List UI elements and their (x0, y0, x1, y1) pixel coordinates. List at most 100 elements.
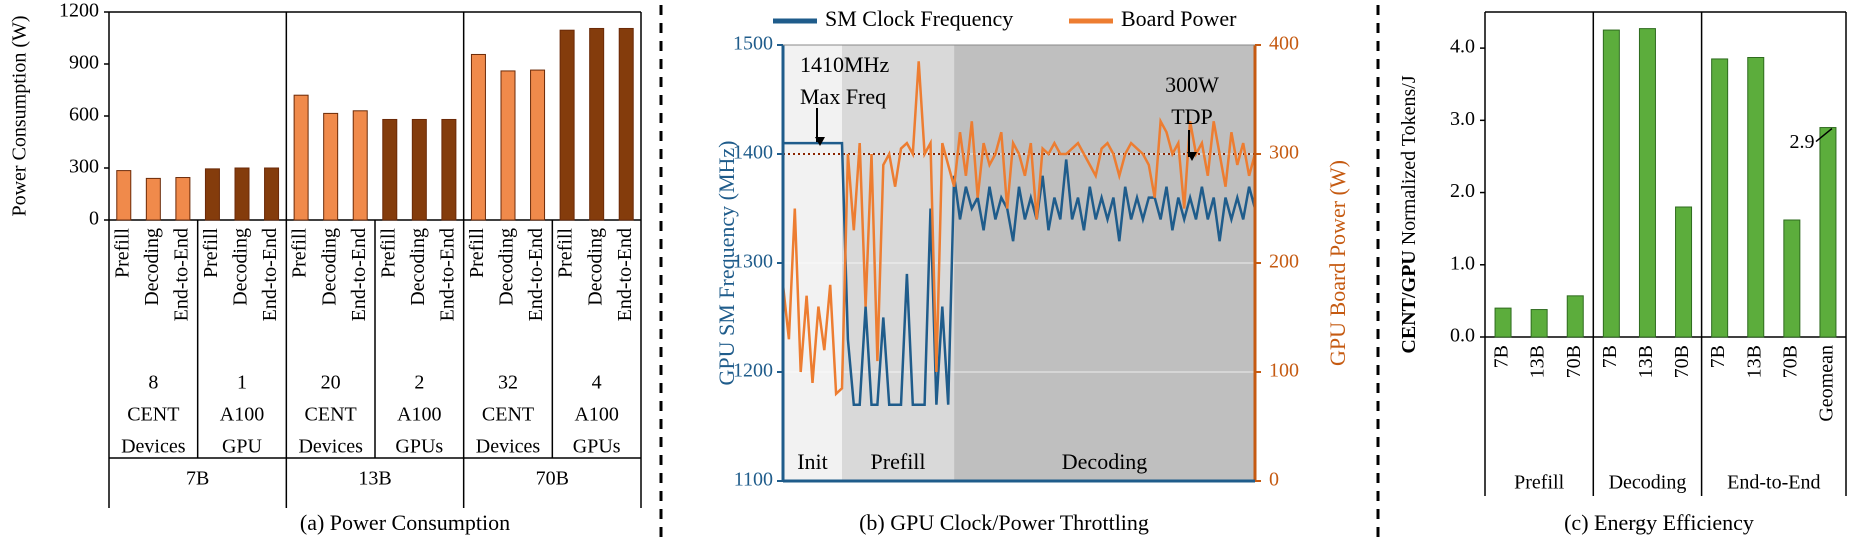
bar (234, 167, 250, 221)
x-tick-label: Prefill (289, 228, 311, 278)
y-axis-label: GPU SM Frequency (MHz) (714, 140, 739, 385)
bar (1494, 307, 1512, 338)
model-label: 70B (536, 468, 569, 490)
bar (1530, 309, 1548, 338)
group-label: A100 (220, 404, 264, 426)
series-line (781, 61, 1257, 397)
y2-tick-label: 0 (1269, 469, 1279, 491)
bar (500, 70, 516, 221)
y2-tick-label: 100 (1269, 360, 1299, 382)
group-label: GPUs (395, 436, 443, 458)
bar (352, 110, 368, 221)
y-tick-label: 600 (69, 104, 99, 126)
bar (470, 53, 486, 221)
y-tick-label: 1200 (733, 360, 773, 382)
panel-title: (a) Power Consumption (300, 510, 510, 535)
bar (530, 69, 546, 221)
x-tick-label: Decoding (584, 228, 606, 306)
x-tick-label: 13B (1527, 345, 1549, 378)
group-label: End-to-End (1727, 472, 1820, 494)
x-tick-label: Prefill (466, 228, 488, 278)
x-tick-label: End-to-End (436, 228, 458, 321)
y-tick-label: 900 (69, 52, 99, 74)
y-tick-label: 4.0 (1450, 36, 1475, 58)
y-tick-label: 1200 (59, 0, 99, 22)
y2-tick-label: 300 (1269, 142, 1299, 164)
group-label: CENT (127, 404, 179, 426)
group-label: 1 (237, 372, 247, 394)
x-tick-label: End-to-End (348, 228, 370, 321)
group-label: Devices (476, 436, 541, 458)
y-axis-label: CENT/GPU Normalized Tokens/J (1398, 75, 1420, 353)
y-tick-label: 1300 (733, 251, 773, 273)
y-tick-label: 1400 (733, 142, 773, 164)
bar (1711, 58, 1729, 338)
bar (1819, 127, 1837, 338)
bar (204, 168, 220, 221)
bar (1675, 206, 1693, 338)
x-tick-label: Decoding (141, 228, 163, 306)
group-label: Devices (298, 436, 363, 458)
group-label: 2 (414, 372, 424, 394)
bar (1602, 29, 1620, 338)
value-label-leader (1815, 127, 1833, 143)
y-tick-label: 1100 (734, 469, 773, 491)
bar (264, 167, 280, 221)
x-tick-label: Geomean (1816, 345, 1838, 422)
y-tick-label: 300 (69, 156, 99, 178)
panel-title: (b) GPU Clock/Power Throttling (859, 510, 1149, 535)
bar (382, 118, 398, 221)
group-label: 4 (592, 372, 602, 394)
group-label: A100 (397, 404, 441, 426)
bar (175, 177, 191, 221)
group-label: GPU (222, 436, 263, 458)
value-label: 2.9 (1789, 131, 1814, 153)
annotation: TDP (1171, 104, 1213, 129)
x-tick-label: 7B (1599, 345, 1621, 368)
group-label: GPUs (573, 436, 621, 458)
y-tick-label: 1500 (733, 33, 773, 55)
y-axis-label-bold: CENT/GPU (1398, 250, 1420, 353)
bar (559, 29, 575, 221)
bar (145, 177, 161, 221)
x-tick-label: Decoding (318, 228, 340, 306)
x-tick-label: Prefill (377, 228, 399, 278)
group-label: 32 (498, 372, 518, 394)
x-tick-label: End-to-End (259, 228, 281, 321)
bar (1566, 295, 1584, 338)
region-label: Decoding (1062, 449, 1148, 474)
x-tick-label: End-to-End (525, 228, 547, 321)
x-tick-label: Decoding (407, 228, 429, 306)
panel-title: (c) Energy Efficiency (1564, 510, 1754, 535)
group-label: 20 (321, 372, 341, 394)
y-tick-label: 1.0 (1450, 252, 1475, 274)
x-tick-label: Prefill (111, 228, 133, 278)
y2-tick-label: 400 (1269, 33, 1299, 55)
group-label: Decoding (1609, 472, 1687, 494)
annotation: Max Freq (800, 84, 886, 109)
legend-label: SM Clock Frequency (825, 6, 1013, 31)
group-label: Prefill (1514, 472, 1564, 494)
y-tick-label: 2.0 (1450, 180, 1475, 202)
x-tick-label: 13B (1635, 345, 1657, 378)
x-tick-label: End-to-End (170, 228, 192, 321)
model-label: 7B (186, 468, 209, 490)
bar (1783, 219, 1801, 338)
x-tick-label: 70B (1563, 345, 1585, 378)
group-label: Devices (121, 436, 186, 458)
x-tick-label: End-to-End (614, 228, 636, 321)
annotation: 300W (1165, 72, 1219, 97)
bar (293, 94, 309, 221)
bar (1638, 28, 1656, 338)
x-tick-label: Prefill (555, 228, 577, 278)
annotation: 1410MHz (800, 52, 889, 77)
y-axis-label: Power Consumption (W) (9, 15, 31, 216)
x-tick-label: 13B (1743, 345, 1765, 378)
x-tick-label: 70B (1671, 345, 1693, 378)
x-tick-label: Prefill (200, 228, 222, 278)
group-label: CENT (482, 404, 534, 426)
region-label: Prefill (871, 449, 926, 474)
group-label: A100 (574, 404, 618, 426)
bar (411, 118, 427, 221)
